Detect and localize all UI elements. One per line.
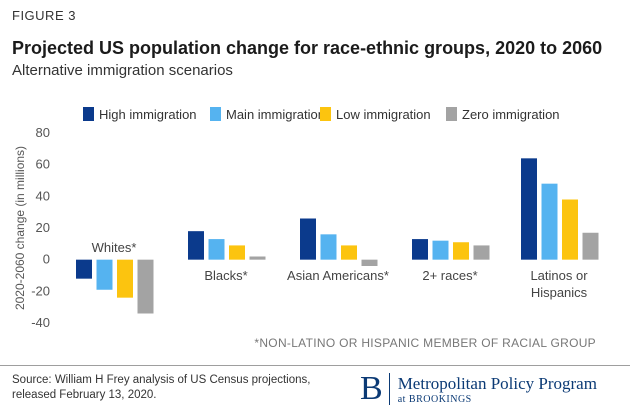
y-tick-label: 40 xyxy=(36,188,50,203)
legend-label: Low immigration xyxy=(336,107,431,122)
bar-chart: High immigration Main immigration Low immi… xyxy=(13,107,599,350)
bar xyxy=(432,240,449,260)
brand-mark: B xyxy=(360,370,383,407)
bar-group xyxy=(412,239,490,260)
bar-group xyxy=(188,231,266,260)
legend-label: Main immigration xyxy=(226,107,325,122)
y-tick-label: 80 xyxy=(36,125,50,140)
bar xyxy=(320,234,337,260)
brookings-logo: B Metropolitan Policy Program at BROOKIN… xyxy=(360,370,597,408)
bar-groups xyxy=(76,158,599,314)
bar xyxy=(208,239,225,260)
bar xyxy=(300,218,316,260)
bar xyxy=(521,158,537,260)
legend-swatch xyxy=(210,107,221,121)
y-tick-label: 0 xyxy=(43,252,50,267)
divider xyxy=(0,365,630,366)
category-label: 2+ races* xyxy=(422,268,477,283)
category-label: Hispanics xyxy=(531,285,588,300)
brand-subtitle: at BROOKINGS xyxy=(397,393,472,405)
legend-swatch xyxy=(320,107,331,121)
bar xyxy=(453,242,469,260)
bar xyxy=(137,259,154,314)
bar xyxy=(229,245,245,260)
bar-group xyxy=(521,158,599,260)
brand-divider xyxy=(388,373,390,405)
legend-swatch xyxy=(83,107,94,121)
legend-item: Zero immigration xyxy=(446,107,560,122)
brand-name: Metropolitan Policy Program xyxy=(397,373,597,393)
bar-group xyxy=(76,259,154,314)
y-tick-label: -40 xyxy=(31,315,50,330)
bar xyxy=(76,259,92,279)
source-note: Source: William H Frey analysis of US Ce… xyxy=(12,373,332,403)
bar xyxy=(582,232,599,260)
bar xyxy=(249,256,266,260)
category-labels: Whites* Blacks* Asian Americans* 2+ races* L… xyxy=(92,240,589,300)
bar xyxy=(361,259,378,266)
category-label: Latinos or xyxy=(530,268,588,283)
bar xyxy=(541,183,558,260)
bar xyxy=(562,199,578,260)
source-line-1: Source: William H Frey analysis of US Ce… xyxy=(12,374,311,386)
y-tick-label: 60 xyxy=(36,157,50,172)
category-label: Whites* xyxy=(92,240,137,255)
chart-annotation: *NON-LATINO OR HISPANIC MEMBER OF RACIAL… xyxy=(254,336,596,350)
chart-subtitle: Alternative immigration scenarios xyxy=(12,62,233,79)
chart-title: Projected US population change for race-… xyxy=(12,38,603,58)
category-label: Blacks* xyxy=(204,268,247,283)
y-tick-label: -20 xyxy=(31,283,50,298)
legend-swatch xyxy=(446,107,457,121)
legend-item: High immigration xyxy=(83,107,197,122)
legend-label: Zero immigration xyxy=(462,107,560,122)
legend-item: Low immigration xyxy=(320,107,431,122)
source-line-2: released February 13, 2020. xyxy=(12,389,157,401)
bar xyxy=(412,239,428,260)
bar xyxy=(188,231,204,260)
y-axis: 80 60 40 20 0 -20 -40 xyxy=(31,125,50,330)
bar xyxy=(96,259,113,290)
bar xyxy=(473,245,490,260)
bar xyxy=(341,245,357,260)
category-label: Asian Americans* xyxy=(287,268,389,283)
bar-group xyxy=(300,218,378,266)
legend-item: Main immigration xyxy=(210,107,325,122)
y-tick-label: 20 xyxy=(36,220,50,235)
chart-legend: High immigration Main immigration Low immi… xyxy=(83,107,560,122)
legend-label: High immigration xyxy=(99,107,197,122)
y-axis-label: 2020-2060 change (in millions) xyxy=(13,146,27,310)
figure-label: FIGURE 3 xyxy=(12,8,76,23)
bar xyxy=(117,259,133,298)
